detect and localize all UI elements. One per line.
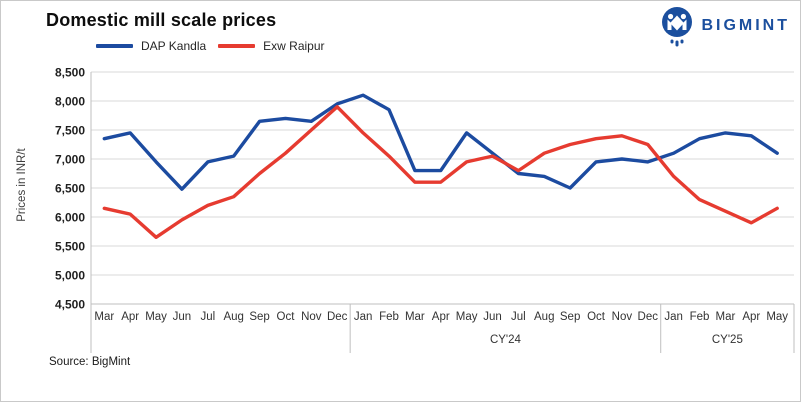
bigmint-logo: BIGMINT — [659, 5, 790, 47]
month-label: Sep — [249, 311, 269, 323]
series-line-dap-kandla — [102, 93, 779, 191]
y-tick-label: 8,500 — [55, 66, 85, 80]
month-label: Mar — [405, 311, 425, 323]
month-label: Apr — [432, 311, 450, 323]
month-label: Oct — [587, 311, 606, 323]
y-tick-label: 5,500 — [55, 240, 85, 254]
year-group-label: CY'24 — [490, 334, 522, 346]
month-label: Dec — [327, 311, 348, 323]
month-label: Jan — [664, 311, 683, 323]
month-label: Feb — [690, 311, 710, 323]
month-label: Aug — [534, 311, 554, 323]
month-label: Dec — [638, 311, 659, 323]
y-tick-label: 6,000 — [55, 211, 85, 225]
month-label: Feb — [379, 311, 399, 323]
month-label: Jun — [173, 311, 192, 323]
chart-title: Domestic mill scale prices — [46, 10, 277, 30]
month-label: May — [145, 311, 167, 323]
bigmint-logo-icon — [662, 7, 693, 47]
legend: DAP Kandla Exw Raipur — [96, 39, 333, 53]
month-label: Aug — [223, 311, 243, 323]
bigmint-logo-text: BIGMINT — [701, 17, 790, 34]
month-label: Jun — [483, 311, 502, 323]
month-label: Jul — [511, 311, 526, 323]
month-label: Mar — [94, 311, 114, 323]
legend-swatch-exw-raipur — [218, 44, 256, 48]
y-tick-label: 5,000 — [55, 269, 85, 283]
y-tick-label: 7,000 — [55, 153, 85, 167]
legend-label-dap-kandla: DAP Kandla — [141, 39, 207, 53]
y-tick-label: 8,000 — [55, 95, 85, 109]
month-label: Jul — [200, 311, 215, 323]
legend-swatch-dap-kandla — [96, 44, 133, 48]
month-label: Nov — [612, 311, 633, 323]
month-label: Mar — [716, 311, 736, 323]
month-label: Apr — [742, 311, 760, 323]
month-label: Sep — [560, 311, 580, 323]
y-tick-label: 6,500 — [55, 182, 85, 196]
year-group-label: CY'25 — [712, 334, 743, 346]
month-label: Nov — [301, 311, 322, 323]
month-label: Jan — [354, 311, 373, 323]
month-label: May — [456, 311, 478, 323]
source-note: Source: BigMint — [49, 356, 131, 368]
series-line-exw-raipur — [102, 105, 779, 240]
month-label: May — [766, 311, 788, 323]
y-tick-label: 7,500 — [55, 124, 85, 138]
month-label: Oct — [277, 311, 296, 323]
y-tick-label: 4,500 — [55, 298, 85, 312]
legend-label-exw-raipur: Exw Raipur — [263, 39, 325, 53]
month-label: Apr — [121, 311, 139, 323]
